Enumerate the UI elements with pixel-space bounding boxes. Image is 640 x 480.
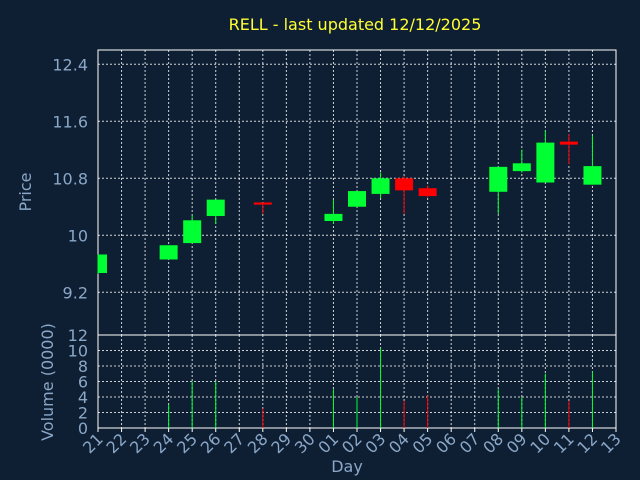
candle-body	[371, 178, 390, 194]
price-tick-label: 10	[68, 226, 88, 245]
candle-body	[348, 191, 366, 207]
candle-body	[98, 254, 107, 274]
candle-body	[559, 141, 578, 145]
candle-body	[253, 202, 272, 205]
volume-axis-label: Volume (0000)	[38, 323, 57, 441]
volume-tick-label: 6	[78, 373, 88, 392]
candle-body	[583, 166, 602, 185]
volume-tick-label: 10	[68, 342, 88, 361]
price-tick-label: 11.6	[52, 112, 88, 131]
candle-body	[536, 142, 555, 183]
volume-tick-label: 8	[78, 357, 88, 376]
candle-body	[159, 245, 178, 260]
candle-body	[206, 199, 225, 217]
candle-body	[395, 178, 414, 191]
volume-tick-label: 4	[78, 388, 88, 407]
price-tick-label: 9.2	[63, 283, 88, 302]
x-axis-label: Day	[331, 457, 363, 476]
price-panel: 9.2 10 10.8 11.6 12.4	[52, 49, 617, 336]
candle-body	[183, 220, 202, 244]
volume-tick-label: 0	[78, 419, 88, 438]
chart-title: RELL - last updated 12/12/2025	[229, 15, 482, 34]
candle-body	[418, 188, 437, 197]
volume-tick-label: 2	[78, 404, 88, 423]
candle-body	[489, 166, 508, 192]
x-axis: 2122232425262728293001020304050607080910…	[79, 428, 625, 457]
volume-tick-label: 12	[68, 326, 88, 345]
price-axis-label: Price	[16, 172, 35, 211]
price-tick-label: 12.4	[52, 55, 88, 74]
price-tick-label: 10.8	[52, 169, 88, 188]
candle-body	[512, 163, 531, 172]
candle-body	[324, 213, 343, 221]
